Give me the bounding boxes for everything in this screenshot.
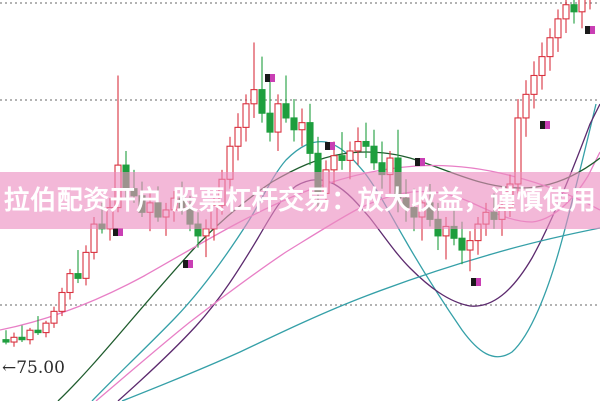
- candle-body: [339, 156, 345, 161]
- candle-body: [467, 241, 473, 250]
- candle-body: [251, 90, 257, 104]
- signal-marker-accent: [476, 278, 481, 286]
- candle-body: [355, 142, 361, 151]
- candle-body: [59, 292, 65, 311]
- candle-body: [67, 274, 73, 293]
- candle-body: [259, 90, 265, 114]
- candle-body: [27, 330, 33, 339]
- candle-body: [43, 323, 49, 332]
- stock-chart-screenshot: 拉伯配资开户 股票杠杆交易：放大收益，谨慎使用 ←75.00: [0, 0, 600, 401]
- candle-body: [83, 252, 89, 278]
- candle-body: [235, 127, 241, 146]
- signal-marker-accent: [590, 26, 595, 34]
- candle-body: [539, 57, 545, 76]
- candle-body: [11, 337, 17, 342]
- candle-body: [531, 75, 537, 94]
- candle-body: [3, 340, 9, 342]
- signal-marker-accent: [420, 158, 425, 166]
- candle-body: [75, 274, 81, 279]
- price-axis-label: ←75.00: [2, 358, 65, 378]
- candle-body: [459, 238, 465, 250]
- candle-body: [563, 5, 569, 19]
- promo-banner: 拉伯配资开户 股票杠杆交易：放大收益，谨慎使用: [0, 172, 600, 229]
- candle-body: [275, 104, 281, 132]
- candle-body: [19, 337, 25, 339]
- candle-body: [555, 19, 561, 38]
- candle-body: [51, 311, 57, 323]
- candle-body: [579, 0, 585, 12]
- candle-body: [307, 123, 313, 154]
- candle-body: [291, 118, 297, 130]
- candle-body: [299, 123, 305, 130]
- signal-marker-accent: [330, 142, 335, 150]
- candle-body: [363, 142, 369, 147]
- signal-marker-accent: [188, 260, 193, 268]
- candle-body: [523, 94, 529, 118]
- candle-body: [571, 5, 577, 12]
- candle-body: [267, 113, 273, 132]
- candle-body: [547, 38, 553, 57]
- candle-body: [283, 104, 289, 118]
- signal-marker-accent: [270, 74, 275, 82]
- candle-body: [347, 151, 353, 160]
- signal-marker-accent: [118, 228, 123, 236]
- banner-text: 拉伯配资开户 股票杠杆交易：放大收益，谨慎使用: [4, 188, 597, 214]
- candle-body: [243, 104, 249, 128]
- signal-marker-accent: [545, 121, 550, 129]
- candle-body: [371, 146, 377, 163]
- candle-body: [203, 229, 209, 236]
- candle-body: [35, 330, 41, 332]
- candle-body: [331, 156, 337, 170]
